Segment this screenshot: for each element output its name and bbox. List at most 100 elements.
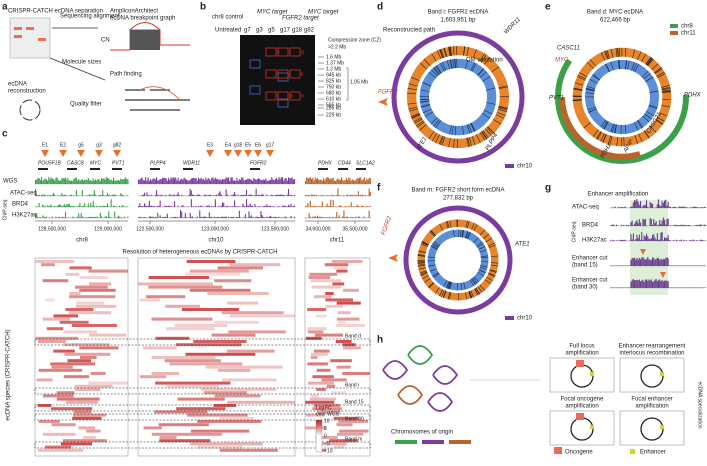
track-signal: [79, 203, 80, 207]
track-signal: [333, 195, 334, 196]
band-letter: b: [273, 74, 276, 80]
track-signal: [660, 224, 661, 226]
track-signal: [61, 178, 62, 184]
heatmap-cell: [80, 356, 97, 359]
track-signal: [310, 177, 311, 184]
track-signal: [93, 194, 94, 196]
track-signal: [186, 217, 187, 218]
track-signal: [328, 195, 329, 196]
track-signal: [346, 217, 347, 218]
track-signal: [641, 232, 642, 241]
track-signal: [665, 224, 666, 226]
track-signal: [623, 288, 624, 289]
track-signal: [704, 266, 705, 267]
track-signal: [96, 206, 97, 207]
track-signal: [43, 206, 44, 207]
heatmap-cell: [308, 382, 334, 385]
track-signal: [217, 179, 218, 184]
heatmap-cell: [175, 324, 227, 327]
track-signal: [652, 282, 653, 288]
track-signal: [646, 200, 647, 208]
track-signal: [642, 280, 643, 288]
gene-model: [356, 168, 366, 170]
track-signal: [83, 217, 84, 218]
track-signal: [148, 178, 149, 184]
ecdna: [571, 418, 593, 440]
track-signal: [202, 179, 203, 184]
track-signal: [260, 211, 261, 218]
track-signal: [72, 206, 73, 207]
track-signal: [257, 195, 258, 196]
track-signal: [639, 235, 640, 241]
track-signal: [101, 217, 102, 218]
track-signal: [203, 179, 204, 184]
track-signal: [612, 207, 613, 208]
colorbar-tick: 5: [324, 426, 327, 432]
track-signal: [632, 280, 633, 288]
track-signal: [334, 195, 335, 196]
track-signal: [49, 206, 50, 207]
heatmap-cell: [43, 394, 74, 397]
track-signal: [156, 217, 157, 218]
track-signal: [143, 180, 144, 184]
track-signal: [123, 206, 124, 207]
track-signal: [247, 179, 248, 184]
gene-label: CASC11: [557, 46, 580, 52]
heatmap-cell: [152, 356, 216, 359]
track-signal: [682, 207, 683, 208]
band-label: Band i: [345, 382, 359, 388]
track-signal: [702, 266, 703, 267]
site-label: g5: [78, 142, 84, 148]
track-signal: [288, 205, 289, 207]
track-signal: [354, 181, 355, 184]
track-signal: [60, 195, 61, 196]
track-signal: [222, 179, 223, 184]
heatmap-cell: [338, 311, 351, 314]
track-signal: [676, 240, 677, 241]
track-signal: [309, 195, 310, 196]
track-signal: [166, 217, 167, 218]
text: Untreated: [215, 28, 241, 34]
legend-label: Oncogene: [565, 450, 593, 456]
track-signal: [226, 217, 227, 218]
track-signal: [81, 180, 82, 184]
gene-label: WDR11: [503, 17, 522, 36]
band-letter: e: [277, 49, 280, 55]
track-signal: [181, 195, 182, 196]
track-signal: [181, 206, 182, 207]
track-signal: [124, 217, 125, 218]
track-signal: [305, 195, 306, 196]
chrom-label: chr8: [76, 238, 88, 244]
panel-label: d: [377, 2, 383, 13]
track-signal: [71, 181, 72, 184]
track-signal: [277, 180, 278, 184]
track-signal: [306, 195, 307, 196]
track-signal: [611, 225, 612, 226]
track-signal: [351, 181, 352, 184]
track-signal: [306, 177, 307, 184]
track-signal: [166, 206, 167, 207]
track-signal: [264, 180, 265, 184]
coordinate: 34,900,000: [305, 226, 330, 232]
track-signal: [266, 180, 267, 184]
track-signal: [639, 219, 640, 226]
band-label: Band d: [345, 333, 361, 339]
track-signal: [269, 206, 270, 207]
track-signal: [222, 217, 223, 218]
track-signal: [705, 266, 706, 267]
track-signal: [665, 238, 666, 241]
track-signal: [333, 178, 334, 184]
track-signal: [624, 240, 625, 241]
text: g5: [268, 28, 275, 34]
track-signal: [115, 181, 116, 184]
track-signal: [205, 195, 206, 196]
track-signal: [665, 258, 666, 266]
track-signal: [146, 206, 147, 207]
track-signal: [343, 195, 344, 196]
track-signal: [182, 205, 183, 207]
track-signal: [64, 217, 65, 218]
track-signal: [108, 211, 109, 218]
track-signal: [666, 281, 667, 288]
track-signal: [651, 219, 652, 226]
track-signal: [644, 220, 645, 226]
